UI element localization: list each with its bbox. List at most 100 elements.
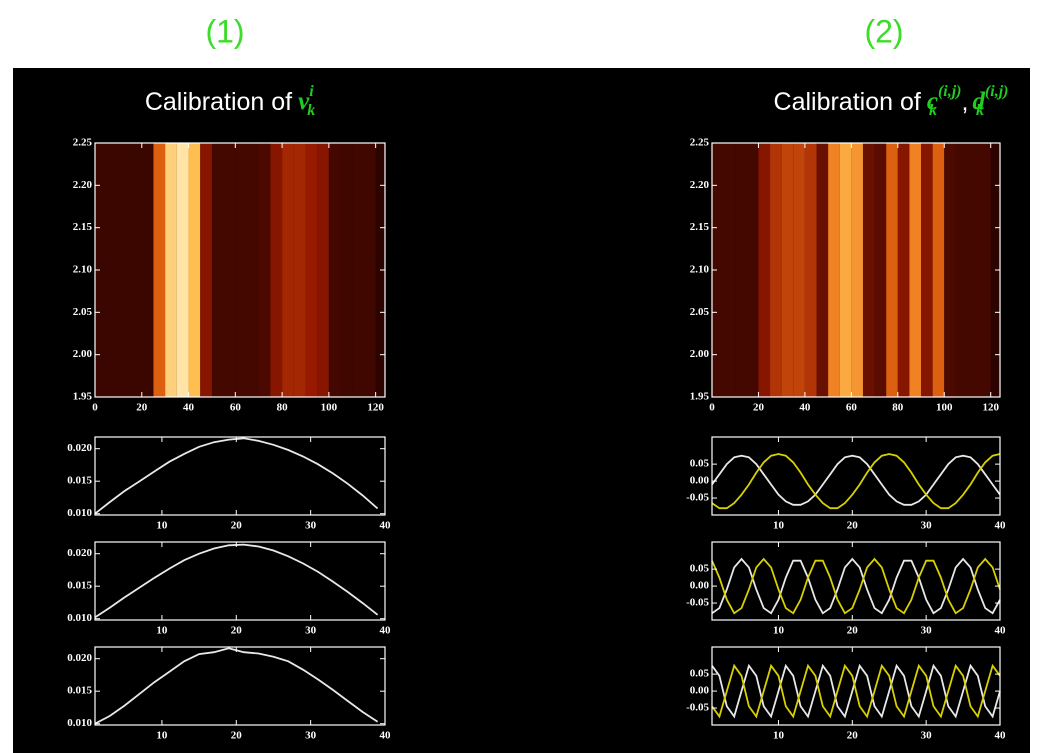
x-tick-label: 60 bbox=[846, 402, 858, 414]
plot-frame bbox=[94, 646, 386, 726]
y-tick-label: 0.05 bbox=[690, 458, 710, 470]
x-tick-label: 10 bbox=[156, 730, 168, 742]
y-tick-label: 2.10 bbox=[690, 264, 710, 276]
plot-frame bbox=[711, 541, 1001, 621]
plot-frame bbox=[711, 646, 1001, 726]
x-tick-label: 20 bbox=[847, 625, 859, 637]
heatmap-cell bbox=[176, 143, 189, 397]
heatmap-cell bbox=[746, 143, 759, 397]
y-tick-label: 1.95 bbox=[690, 391, 710, 403]
data-line bbox=[711, 453, 1001, 510]
heatmap-cell bbox=[932, 143, 945, 397]
x-tick-label: 30 bbox=[921, 625, 933, 637]
heatmap-cell bbox=[897, 143, 910, 397]
data-line bbox=[711, 454, 1001, 506]
x-tick-label: 40 bbox=[380, 625, 392, 637]
y-tick-label: 0.00 bbox=[690, 580, 710, 592]
y-tick-label: 2.00 bbox=[73, 348, 93, 360]
x-tick-label: 30 bbox=[921, 730, 933, 742]
x-tick-label: 20 bbox=[753, 402, 765, 414]
x-tick-label: 40 bbox=[380, 730, 392, 742]
x-tick-label: 10 bbox=[156, 625, 168, 637]
heatmap-cell bbox=[781, 143, 794, 397]
y-tick-label: -0.05 bbox=[686, 492, 709, 504]
y-tick-label: 1.95 bbox=[73, 391, 93, 403]
heatmap-cell bbox=[141, 143, 154, 397]
heatmap-cell bbox=[328, 143, 341, 397]
x-tick-label: 0 bbox=[709, 402, 715, 414]
heatmap-cell bbox=[712, 143, 724, 397]
heatmap-cell bbox=[851, 143, 863, 397]
heatmap-cell bbox=[944, 143, 956, 397]
y-tick-label: 0.05 bbox=[690, 563, 710, 575]
heatmap-cell bbox=[258, 143, 271, 397]
x-tick-label: 10 bbox=[773, 520, 785, 532]
x-tick-label: 120 bbox=[367, 402, 384, 414]
x-tick-label: 30 bbox=[305, 520, 317, 532]
x-tick-label: 100 bbox=[936, 402, 953, 414]
y-tick-label: 0.020 bbox=[67, 442, 92, 454]
heatmap-cell bbox=[340, 143, 353, 397]
y-tick-label: 0.010 bbox=[67, 717, 92, 729]
heatmap-cell bbox=[352, 143, 364, 397]
y-tick-label: 2.00 bbox=[690, 348, 710, 360]
heatmap-cell bbox=[165, 143, 177, 397]
y-tick-label: 0.00 bbox=[690, 475, 710, 487]
x-tick-label: 80 bbox=[277, 402, 289, 414]
y-tick-label: 2.05 bbox=[73, 306, 93, 318]
heatmap-cell bbox=[106, 143, 119, 397]
x-tick-label: 40 bbox=[995, 625, 1007, 637]
x-tick-label: 40 bbox=[183, 402, 195, 414]
heatmap-cell bbox=[95, 143, 107, 397]
heatmap-cell bbox=[118, 143, 131, 397]
y-tick-label: 0.05 bbox=[690, 668, 710, 680]
heatmap-cell bbox=[153, 143, 166, 397]
heatmap-cell bbox=[317, 143, 329, 397]
heatmap-cell bbox=[828, 143, 840, 397]
heatmap-cell bbox=[816, 143, 829, 397]
title-separator: , bbox=[961, 88, 968, 116]
y-tick-label: -0.05 bbox=[686, 597, 709, 609]
y-tick-label: 2.25 bbox=[73, 137, 93, 149]
heatmap-cell bbox=[270, 143, 283, 397]
x-tick-label: 20 bbox=[847, 730, 859, 742]
heatmap-cell bbox=[200, 143, 212, 397]
heatmap-cell bbox=[955, 143, 968, 397]
title-superscript: (i,j) bbox=[938, 83, 962, 100]
heatmap-cell bbox=[235, 143, 248, 397]
y-tick-label: 0.010 bbox=[67, 612, 92, 624]
y-tick-label: 2.15 bbox=[690, 221, 710, 233]
y-tick-label: 0.020 bbox=[67, 547, 92, 559]
heatmap-cell bbox=[723, 143, 736, 397]
heatmap-cell bbox=[874, 143, 887, 397]
title-subscript: k bbox=[307, 102, 315, 119]
title-superscript: (i,j) bbox=[985, 83, 1009, 100]
heatmap-cell bbox=[886, 143, 898, 397]
x-tick-label: 120 bbox=[982, 402, 999, 414]
title-text: Calibration of bbox=[774, 88, 921, 116]
x-tick-label: 10 bbox=[773, 625, 785, 637]
y-tick-label: 2.15 bbox=[73, 221, 93, 233]
x-tick-label: 0 bbox=[92, 402, 98, 414]
heatmap-cell bbox=[967, 143, 980, 397]
heatmap-cell bbox=[839, 143, 852, 397]
x-tick-label: 10 bbox=[773, 730, 785, 742]
y-tick-label: 0.015 bbox=[67, 475, 92, 487]
x-tick-label: 30 bbox=[305, 730, 317, 742]
x-tick-label: 10 bbox=[156, 520, 168, 532]
heatmap-cell bbox=[735, 143, 747, 397]
x-tick-label: 30 bbox=[921, 520, 933, 532]
chart-title: Calibration ofc(i,j)k​,d(i,j)k​ bbox=[774, 83, 1009, 119]
x-tick-label: 40 bbox=[995, 520, 1007, 532]
panel-label: (2) bbox=[864, 13, 903, 49]
title-symbol: c bbox=[927, 88, 938, 115]
title-symbol: v bbox=[298, 88, 310, 115]
y-tick-label: 0.015 bbox=[67, 685, 92, 697]
heatmap-cell bbox=[293, 143, 306, 397]
y-tick-label: 2.10 bbox=[73, 264, 93, 276]
heatmap-cell bbox=[921, 143, 933, 397]
heatmap-cell bbox=[247, 143, 259, 397]
heatmap-cell bbox=[305, 143, 318, 397]
